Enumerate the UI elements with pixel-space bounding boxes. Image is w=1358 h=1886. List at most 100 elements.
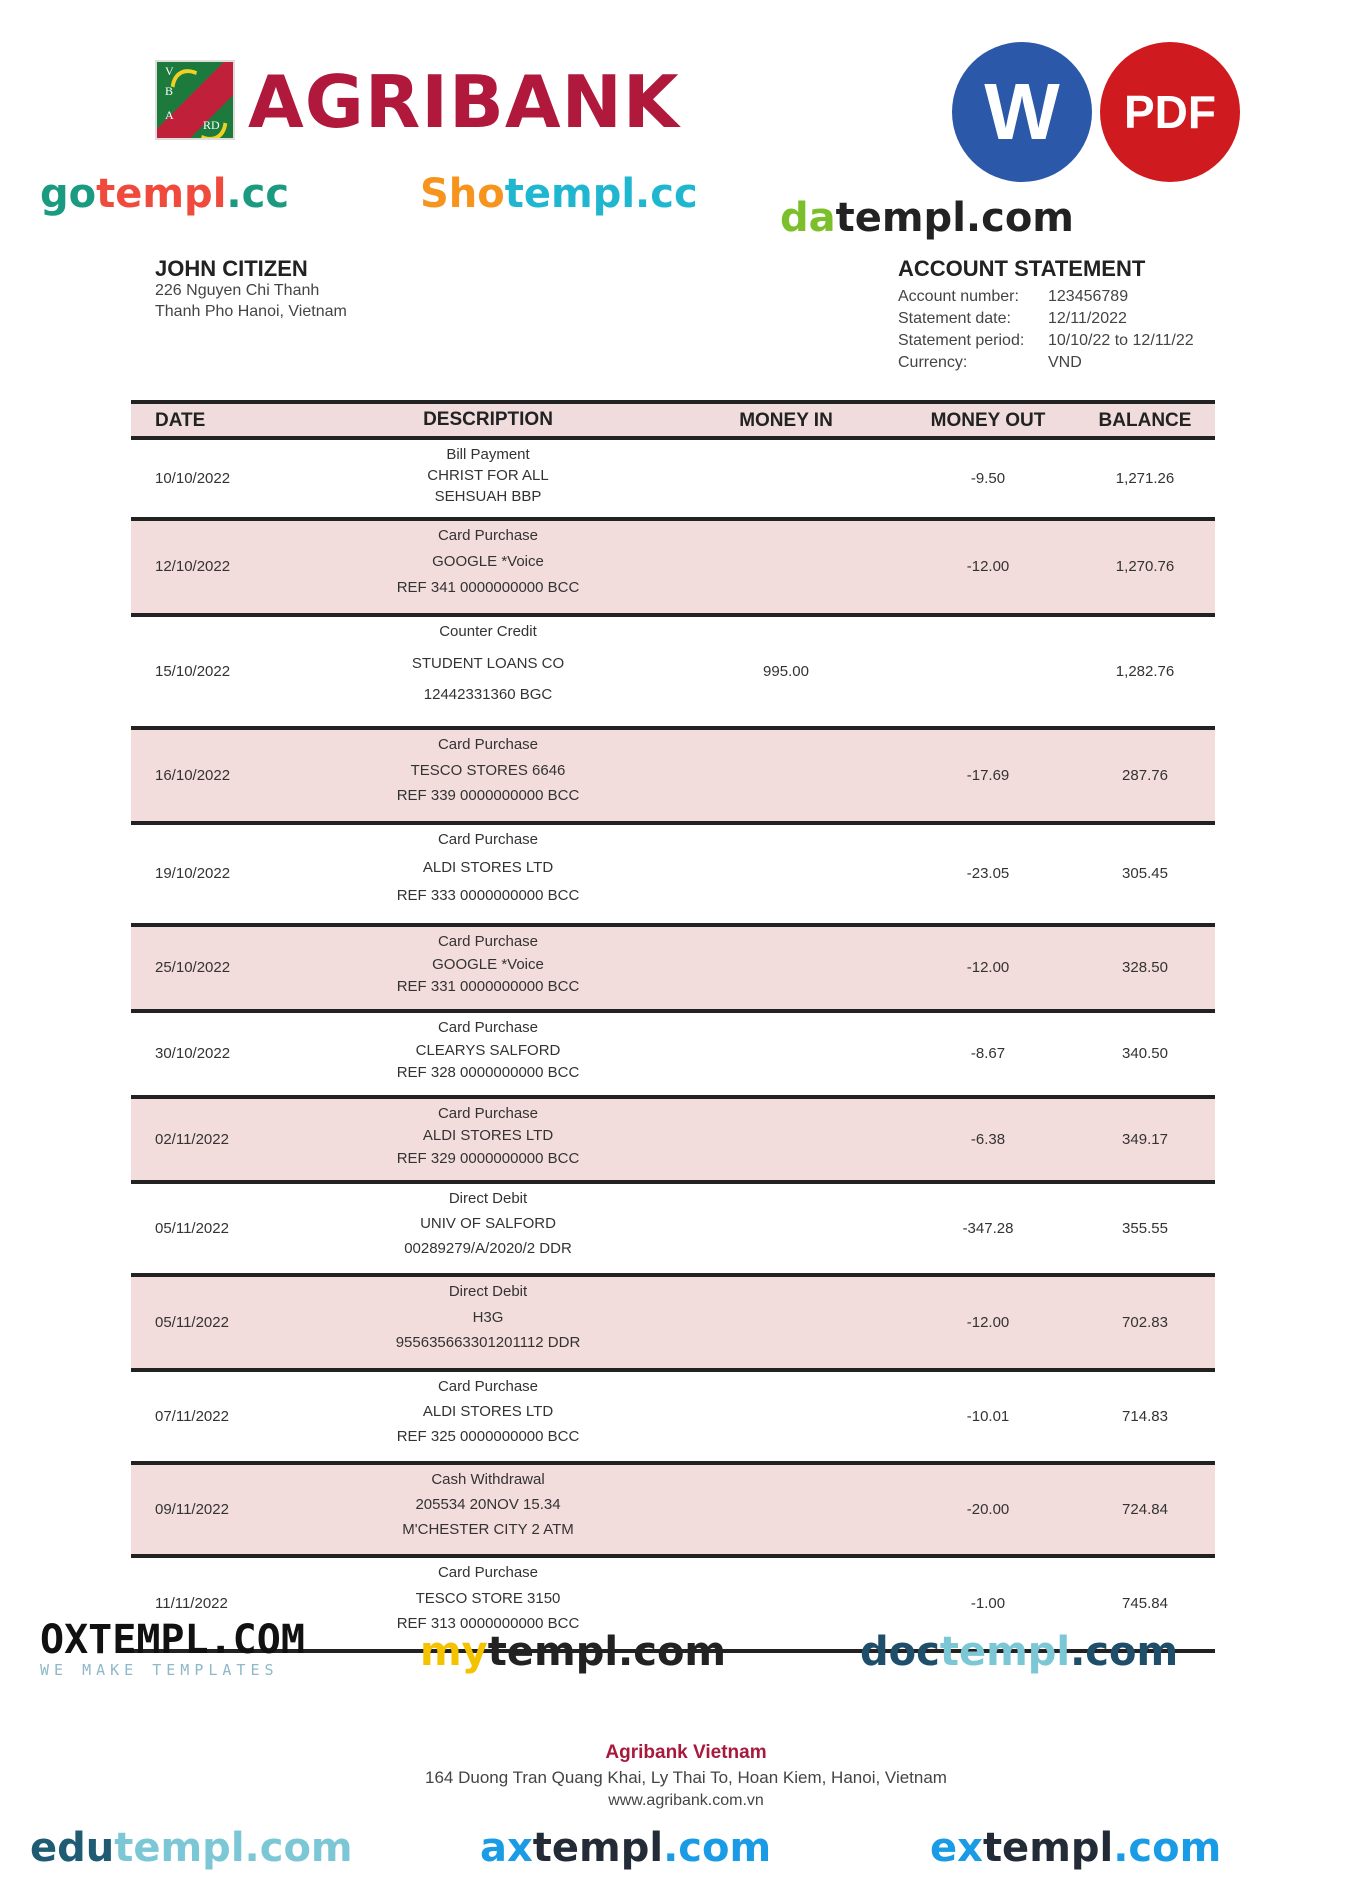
- table-row: 05/11/2022 Direct Debit H3G 955635663301201…: [131, 1277, 1215, 1372]
- row-balance: 745.84: [1122, 1594, 1168, 1612]
- customer-address-line1: 226 Nguyen Chi Thanh: [155, 282, 320, 299]
- row-money-out: -10.01: [966, 1407, 1010, 1425]
- row-description-line: H3G: [472, 1308, 504, 1326]
- row-description-line: 205534 20NOV 15.34: [415, 1496, 561, 1513]
- table-row: 30/10/2022 Card Purchase CLEARYS SALFORD RE…: [131, 1013, 1215, 1099]
- table-row: 10/10/2022 Bill Payment CHRIST FOR ALL SEHS…: [131, 440, 1215, 521]
- footer-address: 164 Duong Tran Quang Khai, Ly Thai To, H…: [425, 1768, 947, 1787]
- row-description-line: Card Purchase: [437, 831, 539, 848]
- row-money-out: -9.50: [970, 469, 1006, 487]
- header-description: DESCRIPTION: [423, 409, 553, 430]
- customer-address-line2: Thanh Pho Hanoi, Vietnam: [155, 303, 347, 320]
- row-money-out: -6.38: [970, 1130, 1006, 1148]
- row-description-line: Direct Debit: [448, 1283, 528, 1300]
- table-header: DATE DESCRIPTION MONEY IN MONEY OUT BALA…: [131, 400, 1215, 440]
- table-row: 19/10/2022 Card Purchase ALDI STORES LTD RE…: [131, 825, 1215, 927]
- row-date: 19/10/2022: [155, 865, 231, 882]
- row-balance: 328.50: [1122, 959, 1168, 976]
- row-description-line: Direct Debit: [448, 1190, 528, 1207]
- row-description-line: REF 341 0000000000 BCC: [396, 579, 580, 596]
- word-download-badge[interactable]: W: [952, 42, 1092, 182]
- header-money-in: MONEY IN: [739, 410, 833, 431]
- row-description-line: M'CHESTER CITY 2 ATM: [402, 1521, 574, 1538]
- row-balance: 724.84: [1122, 1500, 1168, 1518]
- row-money-in: 995.00: [763, 662, 809, 680]
- watermark-logo: gotempl.cc: [40, 171, 290, 217]
- row-description-line: REF 333 0000000000 BCC: [396, 887, 580, 904]
- agribank-emblem-logo: V B A RD: [155, 60, 235, 140]
- table-row: 15/10/2022 Counter Credit STUDENT LOANS CO…: [131, 617, 1215, 730]
- header-date: DATE: [155, 410, 206, 431]
- agribank-logo-text: AGRIBANK: [248, 60, 680, 144]
- transactions-table: DATE DESCRIPTION MONEY IN MONEY OUT BALA…: [131, 400, 1215, 1653]
- account-number: Account number: 123456789: [898, 288, 1129, 305]
- row-date: 30/10/2022: [155, 1045, 231, 1062]
- table-row: 05/11/2022 Direct Debit UNIV OF SALFORD 002…: [131, 1184, 1215, 1277]
- customer-name: JOHN CITIZEN: [155, 256, 308, 281]
- watermark-logo: Shotempl.cc: [420, 171, 698, 217]
- footer-website[interactable]: www.agribank.com.vn: [608, 1792, 764, 1809]
- row-balance: 305.45: [1122, 865, 1168, 882]
- row-description-line: 00289279/A/2020/2 DDR: [404, 1240, 572, 1257]
- statement-title: ACCOUNT STATEMENT: [898, 256, 1146, 281]
- table-row: 09/11/2022 Cash Withdrawal 205534 20NOV 15…: [131, 1465, 1215, 1558]
- row-description-line: Card Purchase: [437, 933, 539, 950]
- row-balance: 1,282.76: [1115, 662, 1175, 680]
- row-money-out: -12.00: [966, 1313, 1010, 1331]
- row-description-line: 12442331360 BGC: [423, 686, 553, 704]
- row-description-line: Card Purchase: [437, 1564, 539, 1581]
- row-date: 11/11/2022: [155, 1594, 228, 1612]
- row-description-line: Card Purchase: [437, 1019, 539, 1036]
- row-date: 05/11/2022: [155, 1219, 229, 1237]
- row-balance: 714.83: [1122, 1407, 1168, 1425]
- row-balance: 355.55: [1122, 1219, 1168, 1237]
- row-description-line: REF 325 0000000000 BCC: [396, 1428, 580, 1445]
- table-row: 11/11/2022 Card Purchase TESCO STORE 3150 R…: [131, 1558, 1215, 1653]
- row-money-out: -12.00: [966, 959, 1010, 976]
- row-money-out: -1.00: [970, 1594, 1006, 1612]
- watermark-logo: datempl.com: [780, 195, 1074, 241]
- row-description-line: SEHSUAH BBP: [434, 488, 542, 505]
- row-date: 25/10/2022: [155, 959, 231, 976]
- watermark-logo: extempl.com: [930, 1825, 1222, 1871]
- statement-date: Statement date: 12/11/2022: [898, 310, 1127, 327]
- pdf-download-badge[interactable]: PDF: [1100, 42, 1240, 182]
- watermark-logo: edutempl.com: [30, 1825, 353, 1871]
- row-date: 15/10/2022: [155, 662, 231, 680]
- table-row: 12/10/2022 Card Purchase GOOGLE *Voice REF …: [131, 521, 1215, 617]
- row-description-line: UNIV OF SALFORD: [420, 1215, 556, 1232]
- row-money-out: -17.69: [966, 766, 1010, 784]
- row-description-line: Counter Credit: [439, 623, 537, 640]
- watermark-logo: doctempl.com: [860, 1629, 1179, 1675]
- row-description-line: Card Purchase: [437, 1378, 539, 1395]
- row-description-line: REF 329 0000000000 BCC: [396, 1149, 580, 1167]
- row-description-line: Card Purchase: [437, 527, 539, 544]
- currency: Currency: VND: [898, 354, 1082, 371]
- statement-period: Statement period: 10/10/22 to 12/11/22: [898, 332, 1194, 349]
- row-description-line: GOOGLE *Voice: [432, 955, 544, 973]
- row-money-out: -347.28: [962, 1219, 1014, 1237]
- header-money-out: MONEY OUT: [930, 410, 1046, 431]
- row-description-line: Bill Payment: [446, 446, 530, 463]
- row-money-out: -23.05: [966, 865, 1010, 882]
- row-description-line: ALDI STORES LTD: [422, 1403, 554, 1420]
- table-row: 16/10/2022 Card Purchase TESCO STORES 6646…: [131, 730, 1215, 825]
- row-balance: 1,271.26: [1115, 469, 1175, 487]
- row-money-out: -8.67: [970, 1045, 1006, 1062]
- row-description-line: Card Purchase: [437, 1105, 539, 1122]
- row-description-line: REF 331 0000000000 BCC: [396, 978, 580, 996]
- watermark-logo: OXTEMPL.COM WE MAKE TEMPLATES: [40, 1617, 305, 1679]
- row-description-line: REF 328 0000000000 BCC: [396, 1064, 580, 1082]
- row-description-line: ALDI STORES LTD: [422, 1127, 554, 1145]
- row-description-line: CLEARYS SALFORD: [415, 1041, 561, 1059]
- row-description-line: 955635663301201112 DDR: [395, 1334, 581, 1352]
- row-balance: 702.83: [1122, 1313, 1168, 1331]
- row-description-line: STUDENT LOANS CO: [411, 654, 565, 672]
- row-date: 02/11/2022: [155, 1130, 229, 1148]
- row-description-line: Card Purchase: [437, 736, 539, 753]
- table-row: 02/11/2022 Card Purchase ALDI STORES LTD RE…: [131, 1099, 1215, 1184]
- row-date: 10/10/2022: [155, 469, 231, 487]
- row-date: 16/10/2022: [155, 766, 231, 784]
- row-description-line: CHRIST FOR ALL: [427, 467, 549, 484]
- header-balance: BALANCE: [1098, 410, 1192, 431]
